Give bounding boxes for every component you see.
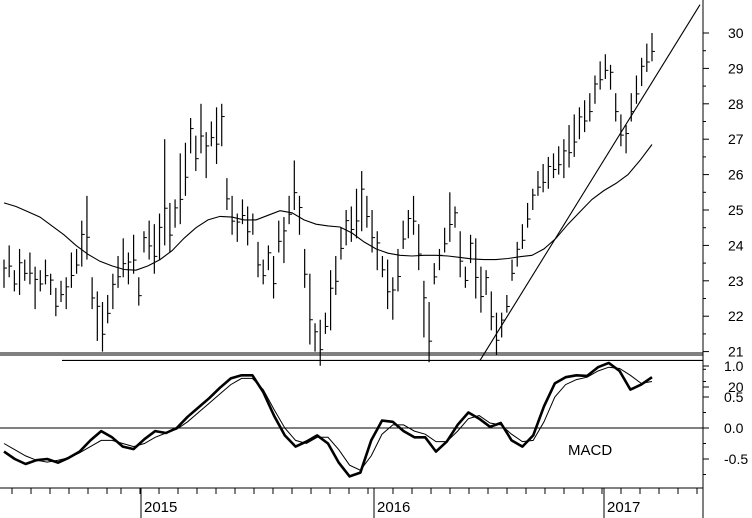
y-tick-label: 29 xyxy=(728,60,744,76)
y-tick-label: 20 xyxy=(728,379,744,395)
macd-signal-line xyxy=(3,366,653,471)
x-year-label: 2017 xyxy=(607,499,640,516)
y-tick-label: 22 xyxy=(728,308,744,324)
price-bars-layer xyxy=(3,33,655,366)
trendline xyxy=(479,4,701,361)
y-tick-label: 27 xyxy=(728,131,744,147)
macd-line xyxy=(3,361,653,478)
x-year-label: 2016 xyxy=(377,499,410,516)
y-tick-label: 26 xyxy=(728,167,744,183)
y-tick-label: 25 xyxy=(728,202,744,218)
macd-y-tick-label: 0.5 xyxy=(724,389,744,405)
y-tick-label: 30 xyxy=(728,25,744,41)
macd-lines-layer xyxy=(0,361,703,478)
price-lines-layer xyxy=(3,4,703,362)
y-tick-label: 21 xyxy=(728,344,744,360)
macd-y-tick-label: 1.0 xyxy=(724,358,744,374)
y-tick-label: 24 xyxy=(728,237,744,253)
macd-panel-label: MACD xyxy=(568,442,612,459)
moving-average-line xyxy=(3,144,653,271)
y-tick-label: 28 xyxy=(728,96,744,112)
y-tick-label: 23 xyxy=(728,273,744,289)
axes-layer: 30 29 28 27 26 25 24 23 22 21 20 1.0 0.5 0.0 -0.5 2015 2… xyxy=(11,25,748,518)
macd-y-tick-label: 0.0 xyxy=(724,420,744,436)
x-year-label: 2015 xyxy=(144,499,177,516)
macd-y-tick-label: -0.5 xyxy=(724,451,748,467)
